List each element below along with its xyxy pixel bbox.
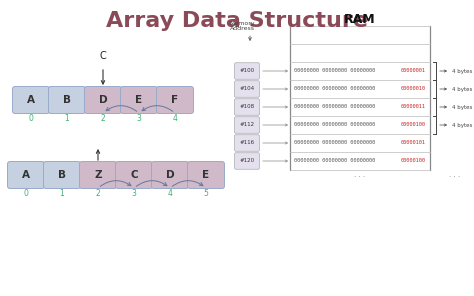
FancyBboxPatch shape <box>235 81 259 97</box>
FancyBboxPatch shape <box>120 86 157 113</box>
FancyBboxPatch shape <box>235 63 259 79</box>
Text: 00000011: 00000011 <box>401 104 426 110</box>
Text: 00000001: 00000001 <box>401 68 426 73</box>
Text: #112: #112 <box>239 123 255 128</box>
Text: C: C <box>130 170 138 180</box>
Text: 00000000 00000000 00000000: 00000000 00000000 00000000 <box>294 158 378 163</box>
Text: 4: 4 <box>173 114 177 123</box>
Text: . . .: . . . <box>355 172 365 178</box>
FancyBboxPatch shape <box>235 117 259 133</box>
FancyBboxPatch shape <box>235 135 259 151</box>
Text: E: E <box>202 170 210 180</box>
Text: 4 bytes: 4 bytes <box>452 104 473 110</box>
Text: B: B <box>58 170 66 180</box>
Text: C: C <box>100 51 106 61</box>
Text: E: E <box>136 95 143 105</box>
Text: 00000000 00000000 00000000: 00000000 00000000 00000000 <box>294 104 378 110</box>
Text: 00000000 00000000 00000000: 00000000 00000000 00000000 <box>294 86 378 91</box>
Text: 00000000 00000000 00000000: 00000000 00000000 00000000 <box>294 123 378 128</box>
Text: 00000010: 00000010 <box>401 86 426 91</box>
Text: 00000000 00000000 00000000: 00000000 00000000 00000000 <box>294 141 378 146</box>
Text: #108: #108 <box>239 104 255 110</box>
Text: . . .: . . . <box>449 172 461 178</box>
Text: 3: 3 <box>137 114 141 123</box>
FancyBboxPatch shape <box>80 162 117 189</box>
Text: #104: #104 <box>239 86 255 91</box>
Text: Array Data Structure: Array Data Structure <box>106 11 368 31</box>
Text: 00000100: 00000100 <box>401 123 426 128</box>
Text: #100: #100 <box>239 68 255 73</box>
Text: 00000101: 00000101 <box>401 141 426 146</box>
Text: 5: 5 <box>203 189 209 198</box>
FancyBboxPatch shape <box>156 86 193 113</box>
Text: 1: 1 <box>64 114 69 123</box>
Text: Memory
Address: Memory Address <box>229 21 255 31</box>
FancyBboxPatch shape <box>152 162 189 189</box>
Text: 0: 0 <box>28 114 34 123</box>
FancyBboxPatch shape <box>84 86 121 113</box>
FancyBboxPatch shape <box>235 153 259 169</box>
Text: 2: 2 <box>100 114 105 123</box>
Text: RAM: RAM <box>344 13 376 26</box>
Text: 4 bytes: 4 bytes <box>452 68 473 73</box>
FancyBboxPatch shape <box>44 162 81 189</box>
FancyBboxPatch shape <box>188 162 225 189</box>
Text: #120: #120 <box>239 158 255 163</box>
FancyBboxPatch shape <box>48 86 85 113</box>
Text: 1: 1 <box>60 189 64 198</box>
Text: B: B <box>63 95 71 105</box>
Text: F: F <box>172 95 179 105</box>
Text: D: D <box>99 95 107 105</box>
Text: D: D <box>166 170 174 180</box>
FancyBboxPatch shape <box>12 86 49 113</box>
Text: 4 bytes: 4 bytes <box>452 86 473 91</box>
Text: 4 bytes: 4 bytes <box>452 123 473 128</box>
Text: 00000100: 00000100 <box>401 158 426 163</box>
Text: 4: 4 <box>168 189 173 198</box>
Text: #116: #116 <box>239 141 255 146</box>
FancyBboxPatch shape <box>235 99 259 115</box>
Text: A: A <box>22 170 30 180</box>
FancyBboxPatch shape <box>8 162 45 189</box>
Text: A: A <box>27 95 35 105</box>
Text: 3: 3 <box>132 189 137 198</box>
Text: 0: 0 <box>24 189 28 198</box>
Text: 2: 2 <box>96 189 100 198</box>
Text: 00000000 00000000 00000000: 00000000 00000000 00000000 <box>294 68 378 73</box>
Text: Z: Z <box>94 170 102 180</box>
FancyBboxPatch shape <box>116 162 153 189</box>
